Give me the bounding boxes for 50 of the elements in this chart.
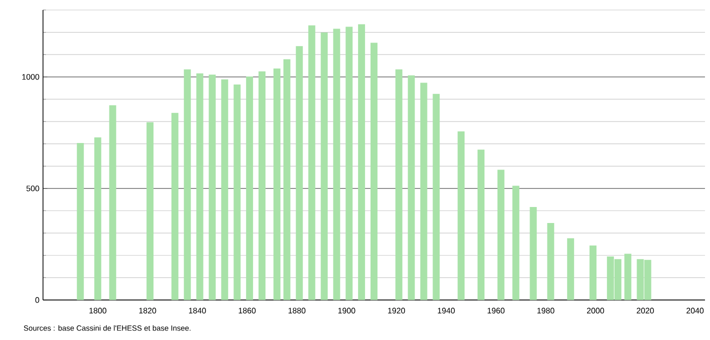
bar [273,68,280,300]
bar [346,26,353,300]
bar [370,42,378,300]
x-tick-label: 1860 [238,308,256,314]
x-tick-label: 1900 [338,308,356,314]
bar [234,84,241,300]
x-tick-label: 2000 [587,308,604,314]
x-tick-label: 1960 [488,308,505,314]
bar [221,79,228,300]
bar [458,131,465,300]
bar [567,238,574,300]
bar [109,105,116,300]
x-tick-label: 1920 [388,308,405,314]
bar [624,254,632,300]
bar [171,112,178,300]
bar [497,170,504,300]
y-tick-label: 500 [26,186,40,192]
bar [246,76,254,300]
bar [432,94,440,300]
bar [76,142,84,300]
bar [530,206,537,300]
bar [94,137,102,300]
x-tick-label: 1980 [537,308,554,314]
bar [420,82,428,300]
bar [358,24,366,300]
bar [320,32,328,300]
bar [146,122,154,300]
bar [395,69,402,300]
x-tick-label: 1800 [89,308,106,314]
x-tick-label: 2040 [686,308,704,314]
y-tick-label: 1000 [22,74,40,80]
bar [296,46,303,300]
bar [258,71,266,300]
x-tick-label: 1820 [139,308,156,314]
x-tick-label: 1880 [288,308,306,314]
x-tick-label: 1840 [189,308,206,314]
bar [512,186,520,300]
bar [333,28,340,300]
bar [283,59,290,300]
bar [547,223,554,300]
bar [208,74,216,300]
x-tick-label: 2020 [636,308,654,314]
bar [184,69,191,300]
y-tick-label: 0 [35,297,40,303]
x-tick-label: 1940 [438,308,455,314]
bar [478,150,484,300]
bar [196,73,204,300]
bar [308,25,316,300]
bar [590,246,596,300]
bar [408,75,415,300]
